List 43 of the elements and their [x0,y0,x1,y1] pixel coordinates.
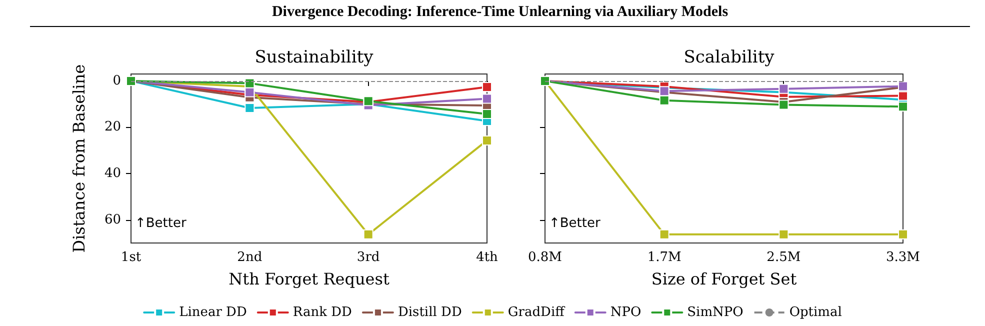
legend-label: Linear DD [179,305,247,320]
point [363,229,374,240]
point [482,109,492,120]
legend-label: SimNPO [687,305,744,320]
point [778,100,789,110]
chart-title: Scalability [684,48,775,68]
y-axis-title: Distance from Baseline [70,64,88,253]
y-tick-label: 20 [104,120,121,135]
x-axis-title: Nth Forget Request [228,270,390,288]
y-tick-label: 0 [112,73,121,88]
x-tick-label: 1.7M [647,250,682,265]
point [482,82,492,92]
x-tick-label: 1st [120,250,142,265]
point [778,84,789,94]
point [482,94,492,104]
legend-label: GradDiff [508,305,566,320]
annotation: ↑Better [549,216,601,231]
point [659,95,670,106]
x-tick-label: 4th [476,250,499,265]
legend-label: Distill DD [398,305,462,320]
point [898,229,908,240]
point [898,90,908,101]
y-tick-label: 40 [104,166,121,182]
x-tick-label: 2.5M [766,250,801,265]
legend-label: Optimal [789,305,842,320]
x-tick-label: 0.8M [528,250,562,265]
x-axis-title: Size of Forget Set [651,270,798,288]
x-tick-label: 3.3M [886,250,920,265]
annotation: ↑Better [135,216,187,231]
point [244,78,255,88]
point [659,229,670,240]
point [244,87,255,98]
legend-label: NPO [610,305,642,320]
legend-label: Rank DD [292,305,352,320]
x-tick-label: 2nd [237,250,262,265]
point [244,103,255,114]
x-tick-label: 3rd [356,250,380,265]
point [778,229,789,240]
point [482,135,492,146]
chart-subtitle: Divergence Decoding: Inference-Time Unlearning via Auxiliary Models [30,4,970,27]
chart-title: Sustainability [254,48,374,68]
point [898,102,908,112]
y-tick-label: 60 [104,212,121,228]
